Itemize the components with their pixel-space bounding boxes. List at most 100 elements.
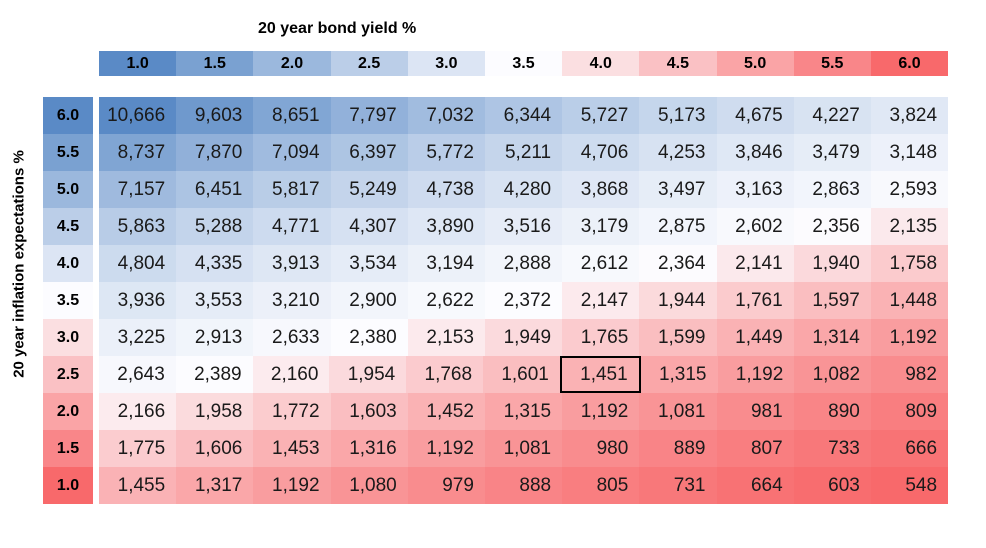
heatmap-cell[interactable]: 603 [793, 467, 871, 504]
heatmap-cell[interactable]: 7,870 [176, 134, 254, 171]
heatmap-cell[interactable]: 2,593 [870, 171, 949, 208]
heatmap-cell[interactable]: 979 [407, 467, 485, 504]
heatmap-cell[interactable]: 733 [793, 430, 871, 467]
row-header[interactable]: 4.5 [43, 208, 93, 245]
heatmap-cell[interactable]: 1,765 [562, 319, 640, 356]
heatmap-cell[interactable]: 8,651 [253, 97, 331, 134]
heatmap-cell[interactable]: 890 [793, 393, 871, 430]
heatmap-cell[interactable]: 1,761 [716, 282, 794, 319]
heatmap-cell[interactable]: 1,314 [793, 319, 871, 356]
heatmap-cell[interactable]: 3,936 [99, 282, 177, 319]
heatmap-cell[interactable]: 1,606 [176, 430, 254, 467]
heatmap-cell[interactable]: 3,148 [870, 134, 949, 171]
column-header[interactable]: 5.5 [793, 51, 871, 76]
heatmap-cell[interactable]: 1,603 [330, 393, 408, 430]
heatmap-cell[interactable]: 1,080 [330, 467, 408, 504]
heatmap-cell[interactable]: 1,597 [793, 282, 871, 319]
column-header[interactable]: 6.0 [870, 51, 949, 76]
heatmap-cell[interactable]: 2,900 [330, 282, 408, 319]
heatmap-cell[interactable]: 2,153 [407, 319, 485, 356]
heatmap-cell[interactable]: 2,166 [99, 393, 177, 430]
column-header[interactable]: 2.5 [330, 51, 408, 76]
row-header[interactable]: 1.0 [43, 467, 93, 504]
row-header[interactable]: 3.0 [43, 319, 93, 356]
row-header[interactable]: 1.5 [43, 430, 93, 467]
heatmap-cell[interactable]: 4,706 [562, 134, 640, 171]
selected-cell[interactable]: 1,451 [559, 356, 641, 393]
heatmap-cell[interactable]: 1,317 [176, 467, 254, 504]
heatmap-cell[interactable]: 5,211 [484, 134, 563, 171]
heatmap-cell[interactable]: 5,173 [639, 97, 717, 134]
heatmap-cell[interactable]: 1,958 [176, 393, 254, 430]
heatmap-cell[interactable]: 3,479 [793, 134, 871, 171]
heatmap-cell[interactable]: 4,280 [484, 171, 563, 208]
heatmap-cell[interactable]: 2,622 [407, 282, 485, 319]
heatmap-cell[interactable]: 5,249 [330, 171, 408, 208]
heatmap-cell[interactable]: 809 [870, 393, 949, 430]
heatmap-cell[interactable]: 3,553 [176, 282, 254, 319]
heatmap-cell[interactable]: 2,147 [562, 282, 640, 319]
heatmap-cell[interactable]: 731 [639, 467, 717, 504]
heatmap-cell[interactable]: 5,727 [562, 97, 640, 134]
heatmap-cell[interactable]: 3,210 [253, 282, 331, 319]
heatmap-cell[interactable]: 4,738 [407, 171, 485, 208]
heatmap-cell[interactable]: 807 [716, 430, 794, 467]
heatmap-cell[interactable]: 981 [716, 393, 794, 430]
heatmap-cell[interactable]: 1,758 [870, 245, 949, 282]
heatmap-cell[interactable]: 1,449 [716, 319, 794, 356]
heatmap-cell[interactable]: 2,888 [484, 245, 563, 282]
heatmap-cell[interactable]: 3,516 [484, 208, 563, 245]
heatmap-cell[interactable]: 3,497 [639, 171, 717, 208]
heatmap-cell[interactable]: 1,601 [483, 356, 560, 393]
row-header[interactable]: 2.5 [43, 356, 93, 393]
heatmap-cell[interactable]: 1,944 [639, 282, 717, 319]
heatmap-cell[interactable]: 1,940 [793, 245, 871, 282]
heatmap-cell[interactable]: 1,448 [870, 282, 949, 319]
heatmap-cell[interactable]: 4,804 [99, 245, 177, 282]
column-header[interactable]: 4.0 [562, 51, 640, 76]
heatmap-cell[interactable]: 1,772 [253, 393, 331, 430]
row-header[interactable]: 2.0 [43, 393, 93, 430]
heatmap-cell[interactable]: 1,455 [99, 467, 177, 504]
heatmap-cell[interactable]: 1,081 [639, 393, 717, 430]
row-header[interactable]: 3.5 [43, 282, 93, 319]
heatmap-cell[interactable]: 1,192 [562, 393, 640, 430]
heatmap-cell[interactable]: 6,397 [330, 134, 408, 171]
heatmap-cell[interactable]: 10,666 [99, 97, 177, 134]
heatmap-cell[interactable]: 2,875 [639, 208, 717, 245]
heatmap-cell[interactable]: 3,225 [99, 319, 177, 356]
heatmap-cell[interactable]: 2,141 [716, 245, 794, 282]
column-header[interactable]: 1.5 [176, 51, 254, 76]
heatmap-cell[interactable]: 1,316 [330, 430, 408, 467]
heatmap-cell[interactable]: 4,253 [639, 134, 717, 171]
heatmap-cell[interactable]: 3,194 [407, 245, 485, 282]
heatmap-cell[interactable]: 666 [870, 430, 949, 467]
row-header[interactable]: 5.5 [43, 134, 93, 171]
heatmap-cell[interactable]: 7,157 [99, 171, 177, 208]
heatmap-cell[interactable]: 3,890 [407, 208, 485, 245]
heatmap-cell[interactable]: 3,846 [716, 134, 794, 171]
heatmap-cell[interactable]: 2,612 [562, 245, 640, 282]
column-header[interactable]: 5.0 [716, 51, 794, 76]
heatmap-cell[interactable]: 3,824 [870, 97, 949, 134]
heatmap-cell[interactable]: 2,380 [330, 319, 408, 356]
heatmap-cell[interactable]: 2,643 [99, 356, 176, 393]
heatmap-cell[interactable]: 1,949 [484, 319, 563, 356]
heatmap-cell[interactable]: 2,372 [484, 282, 563, 319]
heatmap-cell[interactable]: 888 [484, 467, 563, 504]
heatmap-cell[interactable]: 5,288 [176, 208, 254, 245]
heatmap-cell[interactable]: 980 [562, 430, 640, 467]
heatmap-cell[interactable]: 2,135 [870, 208, 949, 245]
heatmap-cell[interactable]: 2,364 [639, 245, 717, 282]
column-header[interactable]: 3.0 [407, 51, 485, 76]
heatmap-cell[interactable]: 2,160 [252, 356, 330, 393]
heatmap-cell[interactable]: 4,771 [253, 208, 331, 245]
heatmap-cell[interactable]: 664 [716, 467, 794, 504]
heatmap-cell[interactable]: 1,082 [794, 356, 872, 393]
heatmap-cell[interactable]: 9,603 [176, 97, 254, 134]
heatmap-cell[interactable]: 2,913 [176, 319, 254, 356]
heatmap-cell[interactable]: 1,599 [639, 319, 717, 356]
heatmap-cell[interactable]: 2,389 [175, 356, 253, 393]
heatmap-cell[interactable]: 7,094 [253, 134, 331, 171]
heatmap-cell[interactable]: 4,227 [793, 97, 871, 134]
